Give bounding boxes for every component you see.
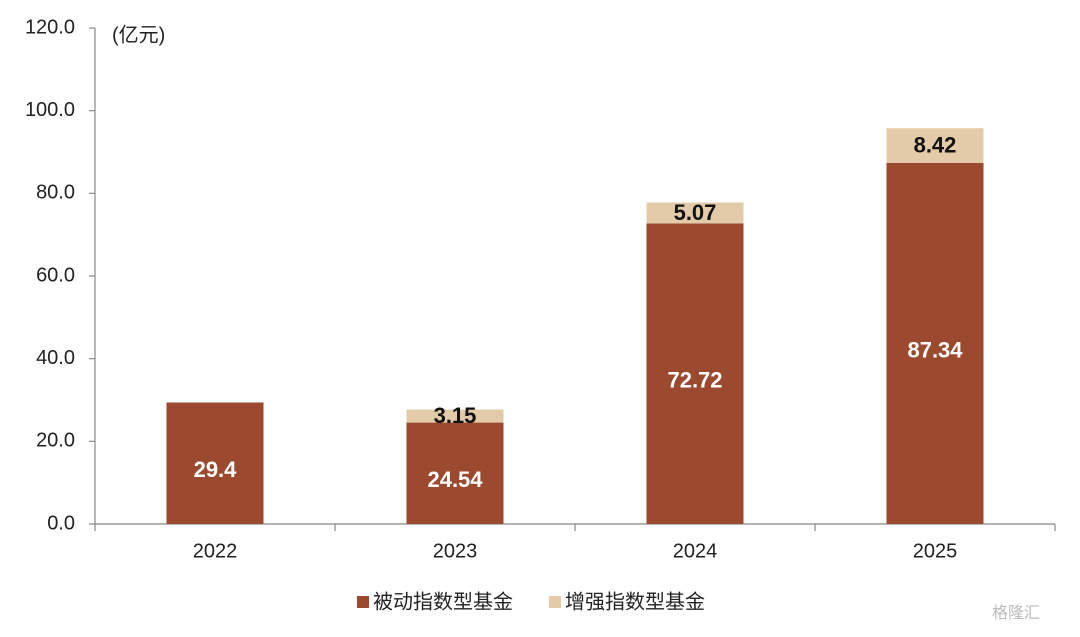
y-tick-label: 60.0 [36, 264, 75, 286]
y-tick-label: 100.0 [25, 99, 75, 121]
value-label: 87.34 [907, 337, 963, 362]
value-label: 72.72 [667, 368, 722, 393]
legend-label: 增强指数型基金 [565, 590, 705, 613]
watermark: 格隆汇 [992, 604, 1040, 622]
value-label: 24.54 [427, 467, 483, 492]
y-tick-label: 0.0 [47, 512, 75, 534]
y-tick-label: 20.0 [36, 430, 75, 452]
unit-label: (亿元) [112, 23, 165, 46]
legend-label: 被动指数型基金 [373, 590, 513, 613]
bar-segment [886, 162, 984, 524]
value-label: 3.15 [434, 403, 477, 428]
x-tick-label: 2024 [673, 540, 718, 562]
bar-segment [886, 128, 984, 163]
value-label: 8.42 [914, 132, 957, 157]
bar-segment [646, 202, 744, 224]
value-label: 29.4 [194, 457, 238, 482]
bar-segment [646, 223, 744, 524]
bar-segment [166, 402, 264, 524]
bar-segment [406, 422, 504, 524]
legend-swatch [357, 596, 369, 608]
y-tick-label: 80.0 [36, 182, 75, 204]
legend-swatch [549, 596, 561, 608]
y-tick-label: 120.0 [25, 16, 75, 38]
bar-segment [406, 409, 504, 423]
x-tick-label: 2022 [193, 540, 238, 562]
y-tick-label: 40.0 [36, 347, 75, 369]
x-tick-label: 2023 [433, 540, 478, 562]
x-tick-label: 2025 [913, 540, 958, 562]
value-label: 5.07 [674, 200, 717, 225]
